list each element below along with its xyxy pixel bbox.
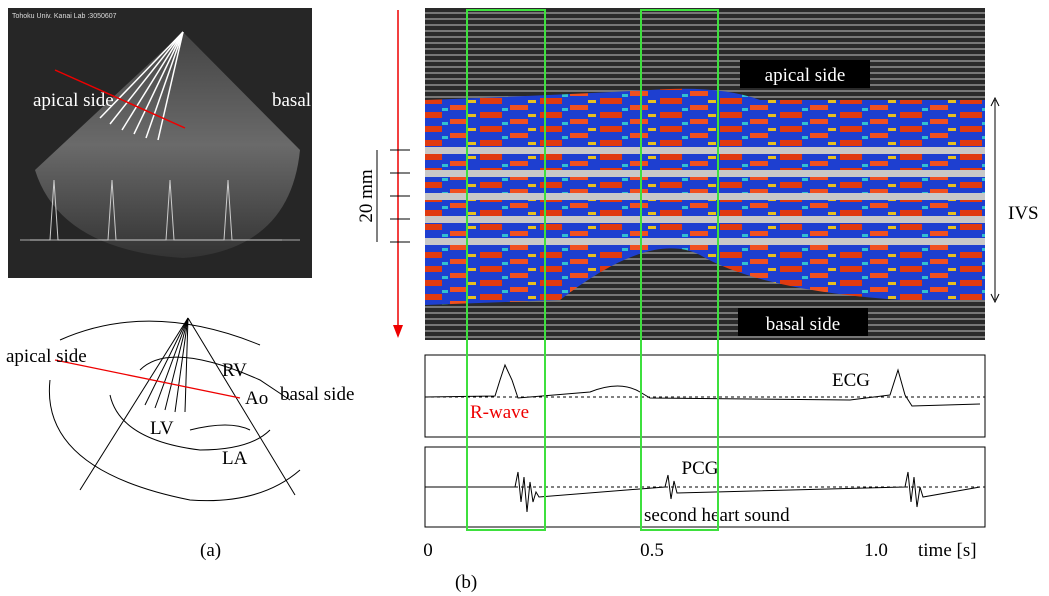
label: RV <box>222 360 247 381</box>
arrow-heads <box>990 96 1000 304</box>
caption: (b) <box>455 572 477 593</box>
label: basal side <box>272 90 346 111</box>
ecg-title: ECG <box>832 370 870 391</box>
x-tick-label: 0 <box>423 540 433 561</box>
label: LA <box>222 448 248 469</box>
label: apical side <box>765 65 846 86</box>
gray-bands <box>425 147 985 245</box>
label: basal side <box>766 314 840 335</box>
scale-label: 20 mm <box>356 169 377 223</box>
x-tick-label: 1.0 <box>864 540 888 561</box>
ecg-trace <box>424 363 981 407</box>
image-header: Tohoku Univ. Kanai Lab :3050607 <box>12 13 117 20</box>
label: basal side <box>280 384 354 405</box>
label-bg <box>738 308 868 336</box>
red-arrow <box>54 359 241 399</box>
ecg-spikes <box>30 179 282 241</box>
scale-bar <box>376 149 410 243</box>
ultrasound-sector <box>35 32 300 258</box>
pcg-title: PCG <box>682 458 719 479</box>
label: apical side <box>6 346 87 367</box>
x-tick-label: 0.5 <box>640 540 664 561</box>
pcg-trace <box>425 471 981 513</box>
x-axis-label: time [s] <box>918 540 977 561</box>
label-bg <box>740 60 870 88</box>
annotation: R-wave <box>470 402 529 423</box>
arrow-head <box>393 325 403 338</box>
label: apical side <box>33 90 114 111</box>
caption: (a) <box>200 540 221 561</box>
red-arrow <box>54 69 186 129</box>
heart-diagram <box>48 317 301 502</box>
ecg-box <box>424 354 986 438</box>
region-label: IVS <box>1008 203 1039 224</box>
label: LV <box>150 418 174 439</box>
beam-arrows <box>99 31 184 141</box>
highlight-box <box>640 9 719 531</box>
label: Ao <box>245 388 268 409</box>
highlight-box <box>466 9 546 531</box>
